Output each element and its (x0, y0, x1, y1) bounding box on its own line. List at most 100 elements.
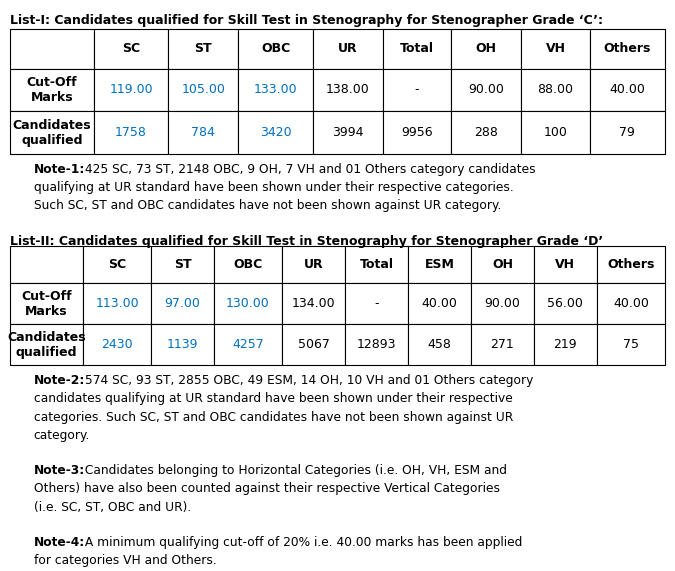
Bar (238, 111, 313, 154)
Bar (590, 29, 665, 69)
Bar (168, 29, 238, 69)
Bar (597, 324, 665, 365)
Bar (168, 111, 238, 154)
Text: OBC: OBC (234, 258, 263, 271)
Text: ESM: ESM (425, 258, 454, 271)
Text: 97.00: 97.00 (165, 297, 200, 310)
Text: UR: UR (304, 258, 323, 271)
Bar (383, 69, 451, 111)
Text: 1139: 1139 (167, 339, 198, 351)
Text: qualifying at UR standard have been shown under their respective categories.: qualifying at UR standard have been show… (34, 181, 514, 194)
Text: SC: SC (122, 42, 140, 55)
Bar (10, 246, 83, 283)
Bar (168, 69, 238, 111)
Bar (282, 283, 345, 324)
Text: 288: 288 (475, 126, 498, 139)
Bar (282, 324, 345, 365)
Text: Others: Others (603, 42, 651, 55)
Bar (282, 246, 345, 283)
Bar (214, 283, 282, 324)
Text: 574 SC, 93 ST, 2855 OBC, 49 ESM, 14 OH, 10 VH and 01 Others category: 574 SC, 93 ST, 2855 OBC, 49 ESM, 14 OH, … (81, 374, 533, 387)
Text: 105.00: 105.00 (182, 83, 225, 96)
Bar (521, 29, 590, 69)
Bar (408, 324, 471, 365)
Text: 90.00: 90.00 (468, 83, 504, 96)
Text: 5067: 5067 (298, 339, 329, 351)
Text: candidates qualifying at UR standard have been shown under their respective: candidates qualifying at UR standard hav… (34, 392, 512, 405)
Text: 90.00: 90.00 (485, 297, 520, 310)
Text: ST: ST (173, 258, 191, 271)
Text: SC: SC (108, 258, 126, 271)
Bar (313, 69, 383, 111)
Text: 12893: 12893 (356, 339, 396, 351)
Bar (151, 324, 214, 365)
Text: 134.00: 134.00 (292, 297, 335, 310)
Text: List-I: Candidates qualified for Skill Test in Stenography for Stenographer Grad: List-I: Candidates qualified for Skill T… (10, 14, 603, 27)
Text: Total: Total (360, 258, 394, 271)
Bar (345, 324, 408, 365)
Bar (590, 111, 665, 154)
Bar (151, 246, 214, 283)
Text: Cut-Off
Marks: Cut-Off Marks (27, 76, 78, 104)
Text: categories. Such SC, ST and OBC candidates have not been shown against UR: categories. Such SC, ST and OBC candidat… (34, 411, 513, 424)
Text: Candidates
qualified: Candidates qualified (13, 119, 91, 147)
Text: 425 SC, 73 ST, 2148 OBC, 9 OH, 7 VH and 01 Others category candidates: 425 SC, 73 ST, 2148 OBC, 9 OH, 7 VH and … (81, 163, 535, 176)
Text: 219: 219 (554, 339, 577, 351)
Bar (10, 283, 83, 324)
Bar (10, 324, 83, 365)
Bar (151, 283, 214, 324)
Text: VH: VH (556, 258, 575, 271)
Bar (471, 246, 534, 283)
Text: 130.00: 130.00 (226, 297, 270, 310)
Bar (597, 246, 665, 283)
Bar (345, 283, 408, 324)
Text: 56.00: 56.00 (547, 297, 583, 310)
Text: Cut-Off
Marks: Cut-Off Marks (22, 289, 72, 318)
Bar (94, 29, 168, 69)
Text: 133.00: 133.00 (254, 83, 298, 96)
Text: 271: 271 (491, 339, 514, 351)
Text: Such SC, ST and OBC candidates have not been shown against UR category.: Such SC, ST and OBC candidates have not … (34, 199, 501, 212)
Text: category.: category. (34, 429, 90, 442)
Text: -: - (374, 297, 379, 310)
Text: 138.00: 138.00 (326, 83, 370, 96)
Bar (408, 246, 471, 283)
Bar (597, 283, 665, 324)
Bar (345, 246, 408, 283)
Text: 79: 79 (620, 126, 635, 139)
Bar (313, 111, 383, 154)
Text: 88.00: 88.00 (537, 83, 574, 96)
Text: Total: Total (400, 42, 434, 55)
Bar (83, 324, 151, 365)
Bar (471, 324, 534, 365)
Bar (534, 283, 597, 324)
Bar (534, 246, 597, 283)
Bar (238, 69, 313, 111)
Bar (83, 246, 151, 283)
Bar (214, 324, 282, 365)
Text: 3994: 3994 (332, 126, 364, 139)
Text: A minimum qualifying cut-off of 20% i.e. 40.00 marks has been applied: A minimum qualifying cut-off of 20% i.e.… (81, 536, 522, 549)
Text: 3420: 3420 (260, 126, 292, 139)
Text: 40.00: 40.00 (421, 297, 458, 310)
Text: 2430: 2430 (101, 339, 133, 351)
Text: 784: 784 (192, 126, 215, 139)
Text: 40.00: 40.00 (613, 297, 649, 310)
Text: 4257: 4257 (232, 339, 264, 351)
Text: for categories VH and Others.: for categories VH and Others. (34, 554, 217, 568)
Text: Candidates
qualified: Candidates qualified (7, 331, 86, 359)
Text: Candidates belonging to Horizontal Categories (i.e. OH, VH, ESM and: Candidates belonging to Horizontal Categ… (81, 464, 507, 477)
Bar (408, 283, 471, 324)
Text: Note-2:: Note-2: (34, 374, 85, 387)
Text: 113.00: 113.00 (95, 297, 139, 310)
Bar (471, 283, 534, 324)
Bar (451, 29, 521, 69)
Text: ST: ST (194, 42, 212, 55)
Text: OBC: OBC (261, 42, 290, 55)
Text: Others) have also been counted against their respective Vertical Categories: Others) have also been counted against t… (34, 482, 499, 496)
Bar (94, 69, 168, 111)
Text: 1758: 1758 (115, 126, 147, 139)
Bar (313, 29, 383, 69)
Bar (10, 69, 94, 111)
Text: List-II: Candidates qualified for Skill Test in Stenography for Stenographer Gra: List-II: Candidates qualified for Skill … (10, 235, 603, 248)
